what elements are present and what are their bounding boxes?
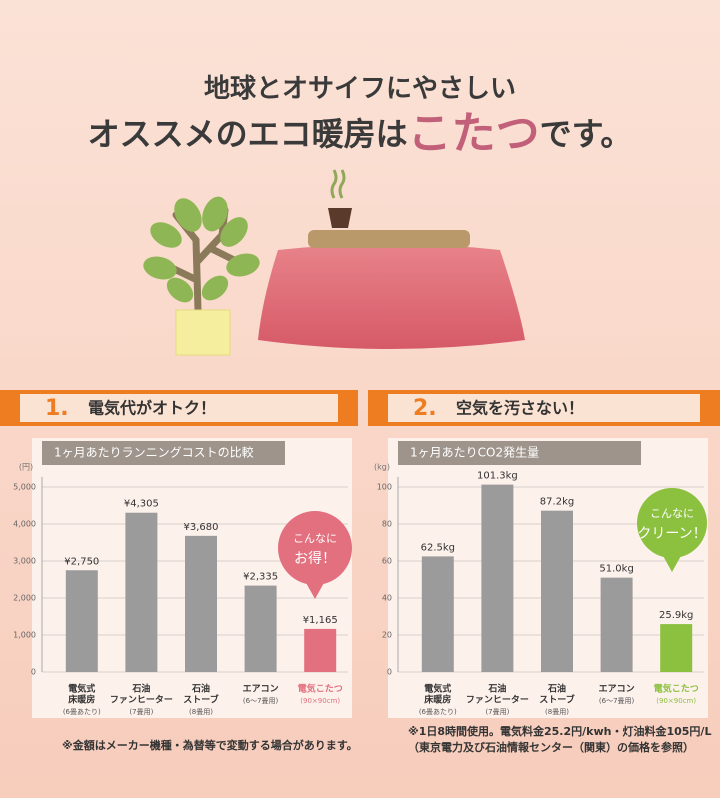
plant-illustration: [143, 196, 260, 356]
y-tick-label: 1,000: [13, 631, 36, 640]
y-tick-label: 5,000: [13, 483, 36, 492]
headline-suffix: です。: [540, 115, 633, 153]
y-tick-label: 100: [377, 483, 392, 492]
bar: [65, 570, 98, 672]
section-band-light: [20, 394, 338, 422]
category-note: (6～7畳用): [599, 697, 635, 705]
headline-highlight: こたつ: [408, 108, 540, 159]
x-tick-label: 石油: [487, 683, 506, 695]
callout-bubble: [662, 554, 682, 572]
y-unit: (kg): [374, 463, 390, 472]
footnote: （東京電力及び石油情報センター（関東）の価格を参照）: [408, 740, 694, 754]
value-label: ¥1,165: [303, 615, 338, 626]
footnote: ※1日8時間使用。電気料金25.2円/kwh・灯油料金105円/L: [408, 724, 711, 738]
x-tick-label: 電気こたつ: [654, 683, 699, 695]
section-band-light: [388, 394, 700, 422]
value-label: ¥2,750: [64, 556, 99, 567]
x-tick-label: エアコン: [599, 684, 635, 695]
x-tick-label: 電気こたつ: [298, 683, 343, 695]
x-tick-label: 石油: [191, 683, 210, 695]
footnote: ※金額はメーカー機種・為替等で変動する場合があります。: [62, 738, 358, 752]
y-tick-label: 40: [382, 594, 392, 603]
section-title: 空気を汚さない！: [456, 399, 584, 418]
chart-title-tab: [398, 441, 641, 465]
callout-bubble: [637, 488, 707, 558]
value-label: 101.3kg: [477, 471, 518, 482]
headline-prefix: オススメのエコ暖房は: [88, 115, 408, 153]
bar: [421, 556, 454, 672]
y-tick-label: 4,000: [13, 520, 36, 529]
category-note: (6畳あたり): [63, 708, 101, 716]
bar: [125, 512, 158, 672]
x-tick-label: 電気式: [424, 683, 451, 695]
category-note: (6畳あたり): [419, 708, 457, 716]
bar: [541, 510, 573, 672]
section-number: 1.: [45, 396, 69, 421]
x-tick-label: ファンヒーター: [110, 694, 173, 706]
bar: [185, 535, 217, 672]
callout-text: お得！: [294, 550, 336, 567]
x-tick-label: ファンヒーター: [466, 694, 529, 706]
y-unit: (円): [19, 463, 33, 472]
headline-line2: オススメのエコ暖房はこたつです。: [88, 108, 633, 159]
bar: [600, 577, 633, 672]
callout-bubble: [278, 511, 352, 585]
bar: [660, 624, 693, 672]
section-title: 電気代がオトク！: [88, 399, 216, 418]
chart-title-tab: [42, 441, 285, 465]
category-note: (90×90cm): [300, 697, 340, 705]
value-label: 51.0kg: [599, 564, 633, 575]
x-tick-label: 石油: [131, 683, 150, 695]
value-label: ¥3,680: [184, 522, 219, 533]
value-label: ¥2,335: [243, 572, 278, 583]
section-number: 2.: [413, 396, 437, 421]
category-note: (8畳用): [189, 708, 213, 716]
category-note: (7畳用): [485, 708, 509, 716]
x-tick-label: 床暖房: [68, 694, 95, 706]
value-label: 87.2kg: [540, 497, 574, 508]
x-tick-label: ストーブ: [183, 694, 218, 706]
x-tick-label: 石油: [547, 683, 566, 695]
x-tick-label: 電気式: [68, 683, 95, 695]
kotatsu-illustration: [258, 169, 525, 349]
category-note: (6～7畳用): [243, 697, 279, 705]
y-tick-label: 0: [387, 668, 392, 677]
y-tick-label: 0: [31, 668, 36, 677]
category-note: (7畳用): [129, 708, 153, 716]
callout-text: クリーン！: [637, 526, 706, 542]
chart-title: 1ヶ月あたりランニングコストの比較: [54, 445, 254, 460]
value-label: ¥4,305: [124, 499, 159, 510]
value-label: 62.5kg: [421, 542, 455, 553]
value-label: 25.9kg: [659, 610, 693, 621]
y-tick-label: 20: [382, 631, 392, 640]
chart-title: 1ヶ月あたりCO2発生量: [410, 446, 539, 460]
y-tick-label: 2,000: [13, 594, 36, 603]
x-tick-label: ストーブ: [539, 694, 574, 706]
bar: [304, 628, 337, 672]
bar: [244, 585, 277, 672]
category-note: (90×90cm): [656, 697, 696, 705]
category-note: (8畳用): [545, 708, 569, 716]
callout-text: こんなに: [293, 532, 337, 545]
callout-text: こんなに: [650, 507, 694, 520]
callout-bubble: [305, 581, 325, 599]
y-tick-label: 80: [382, 520, 392, 529]
x-tick-label: 床暖房: [424, 694, 451, 706]
bar: [481, 484, 514, 672]
y-tick-label: 60: [382, 557, 392, 566]
x-tick-label: エアコン: [243, 684, 279, 695]
headline-line1: 地球とオサイフにやさしい: [204, 74, 516, 104]
y-tick-label: 3,000: [13, 557, 36, 566]
